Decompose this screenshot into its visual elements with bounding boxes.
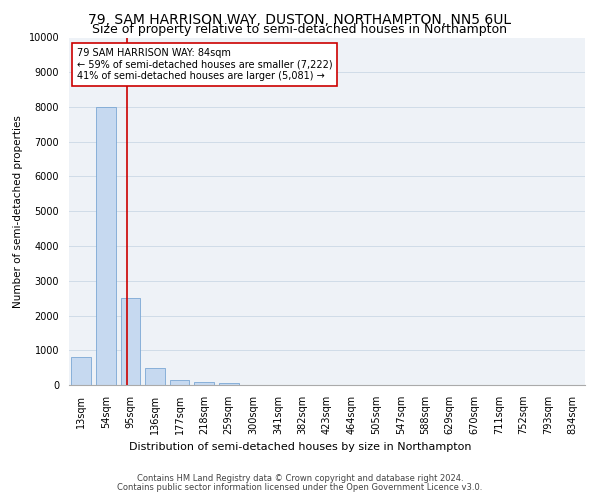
Bar — [219, 384, 239, 385]
Text: Contains HM Land Registry data © Crown copyright and database right 2024.: Contains HM Land Registry data © Crown c… — [137, 474, 463, 483]
Bar — [121, 298, 140, 385]
Text: Contains public sector information licensed under the Open Government Licence v3: Contains public sector information licen… — [118, 484, 482, 492]
Bar — [145, 368, 165, 385]
Text: Distribution of semi-detached houses by size in Northampton: Distribution of semi-detached houses by … — [129, 442, 471, 452]
Bar — [194, 382, 214, 385]
Text: Size of property relative to semi-detached houses in Northampton: Size of property relative to semi-detach… — [92, 24, 508, 36]
Text: 79 SAM HARRISON WAY: 84sqm
← 59% of semi-detached houses are smaller (7,222)
41%: 79 SAM HARRISON WAY: 84sqm ← 59% of semi… — [77, 48, 332, 81]
Bar — [71, 357, 91, 385]
Y-axis label: Number of semi-detached properties: Number of semi-detached properties — [13, 115, 23, 308]
Text: 79, SAM HARRISON WAY, DUSTON, NORTHAMPTON, NN5 6UL: 79, SAM HARRISON WAY, DUSTON, NORTHAMPTO… — [88, 12, 512, 26]
Bar — [96, 107, 116, 385]
Bar — [170, 380, 190, 385]
